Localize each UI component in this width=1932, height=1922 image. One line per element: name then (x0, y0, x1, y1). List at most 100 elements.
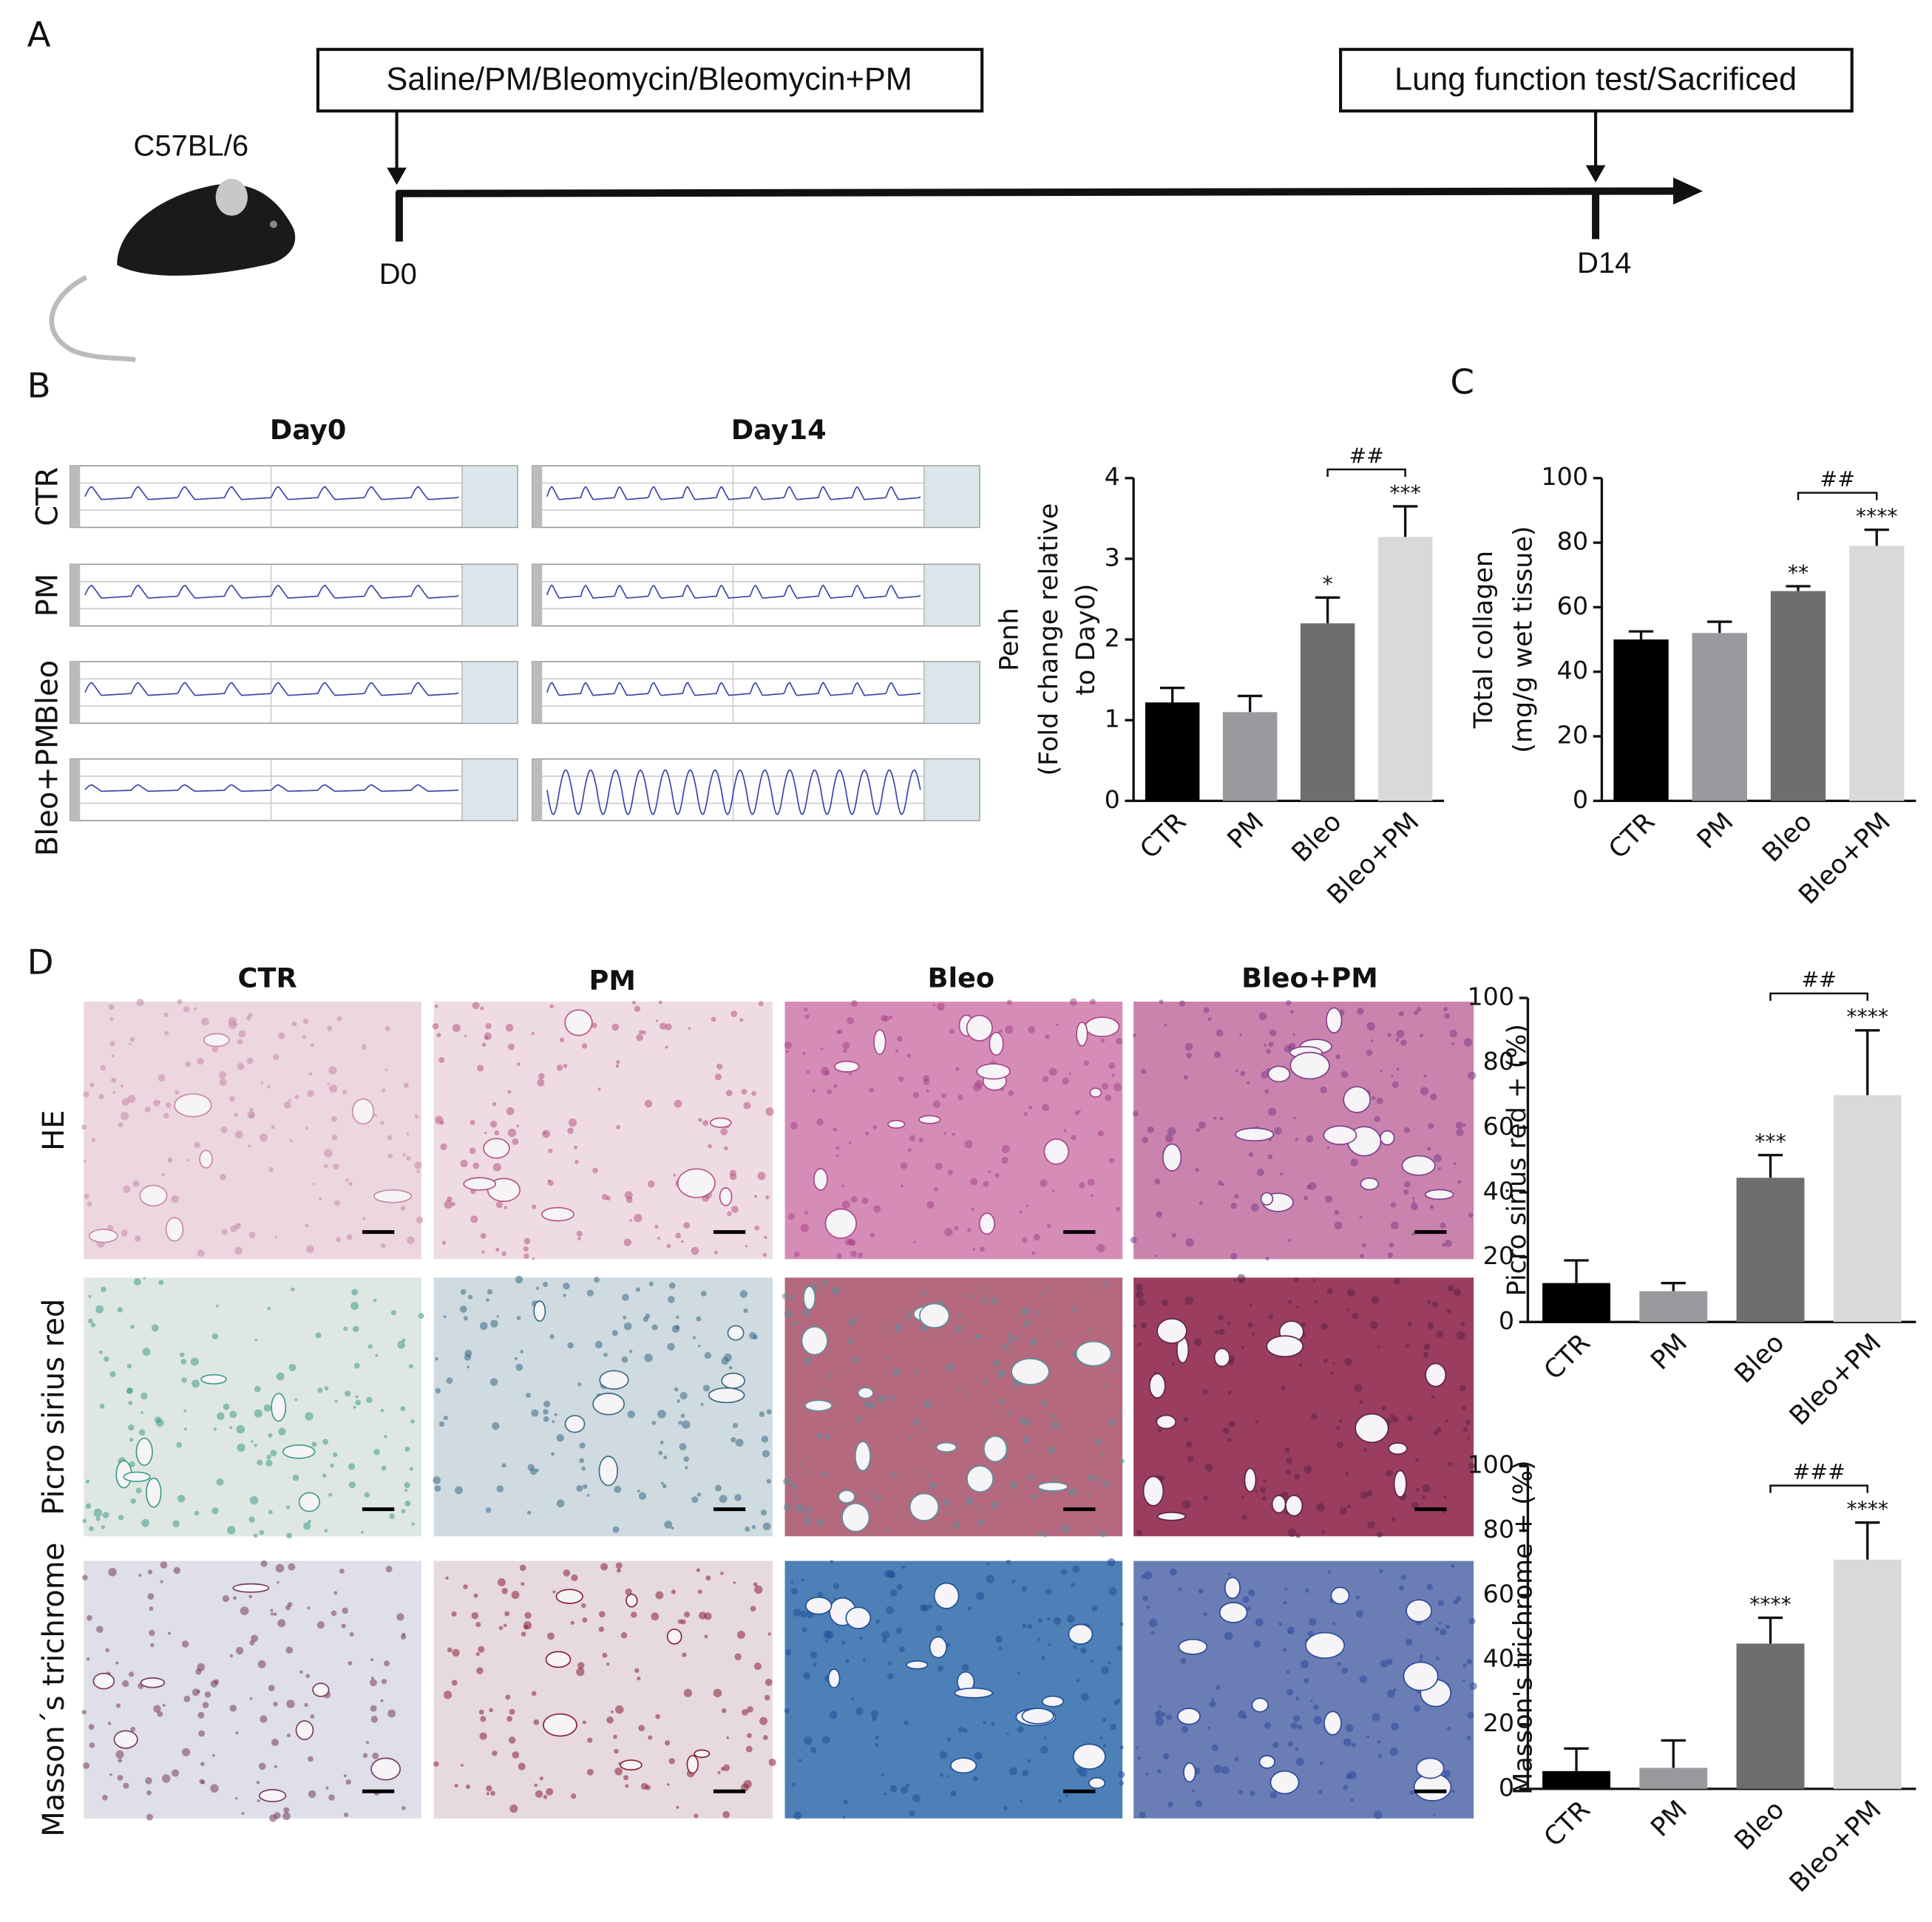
tissue-dot (824, 1070, 830, 1076)
bar (1145, 702, 1200, 801)
tissue-dot (827, 1372, 833, 1379)
tissue-dot (1446, 1726, 1451, 1731)
airspace (232, 1583, 270, 1593)
tissue-dot (847, 1319, 855, 1326)
tissue-dot (964, 1497, 974, 1506)
airspace (545, 1651, 572, 1668)
tissue-dot (1156, 1768, 1162, 1773)
tissue-dot (1087, 1178, 1095, 1186)
tissue-dot (644, 1354, 653, 1362)
tissue-dot (1411, 1501, 1419, 1510)
tissue-dot (355, 1399, 361, 1406)
x-tick-label: PM (1222, 807, 1270, 855)
tissue-dot (480, 1006, 484, 1011)
tissue-dot (586, 1494, 590, 1497)
tissue-dot (1033, 1234, 1040, 1241)
tissue-dot (1061, 1524, 1069, 1532)
tissue-dot (254, 1409, 262, 1418)
tissue-dot (1094, 1438, 1102, 1446)
tissue-dot (109, 1041, 115, 1047)
bar (1849, 546, 1905, 801)
trace-frame (532, 758, 980, 821)
tissue-dot (308, 1072, 313, 1076)
tissue-dot (957, 1726, 963, 1733)
tissue-dot (1100, 1453, 1104, 1458)
tissue-dot (489, 1708, 493, 1713)
tissue-dot (322, 1473, 327, 1478)
tissue-dot (1309, 1618, 1317, 1626)
tissue-dot (586, 1289, 594, 1297)
tissue-dot (355, 1395, 359, 1399)
tissue-dot (567, 1127, 574, 1134)
tissue-dot (486, 1298, 489, 1302)
tissue-dot (1295, 1533, 1301, 1538)
tissue-dot (579, 1442, 586, 1449)
tissue-dot (898, 1076, 904, 1082)
tissue-dot (1359, 1675, 1367, 1683)
tissue-dot (1068, 1072, 1071, 1075)
tissue-dot (443, 1691, 453, 1699)
tissue-dot (1180, 1657, 1187, 1664)
tissue-dot (733, 1581, 736, 1584)
tissue-dot (311, 1442, 317, 1447)
tissue-dot (952, 1133, 955, 1136)
tissue-dot (1281, 1386, 1286, 1390)
tissue-dot (343, 1812, 349, 1818)
tissue-dot (416, 1216, 424, 1224)
tissue-dot (990, 1297, 998, 1305)
y-axis-label: Total collagen (1469, 551, 1499, 729)
row-label: Bleo (31, 660, 65, 725)
tissue-dot (404, 1446, 410, 1452)
tissue-dot (994, 1172, 1000, 1178)
tissue-dot (362, 1217, 366, 1220)
tissue-dot (324, 1386, 329, 1390)
tissue-dot (804, 1014, 810, 1019)
tissue-dot (1182, 1500, 1191, 1509)
y-tick-label: 80 (1483, 1515, 1514, 1544)
tissue-dot (765, 1195, 770, 1200)
tissue-dot (333, 1452, 338, 1458)
tissue-dot (523, 1624, 529, 1630)
tissue-dot (1031, 1493, 1037, 1500)
tissue-dot (598, 1611, 606, 1618)
tissue-dot (665, 1045, 668, 1049)
tissue-dot (1366, 1735, 1370, 1739)
tissue-dot (745, 1527, 750, 1532)
tissue-dot (330, 1463, 334, 1468)
tissue-dot (824, 1639, 829, 1643)
tissue-dot (521, 1582, 525, 1586)
trace-side (461, 465, 518, 528)
tissue-dot (539, 1776, 543, 1781)
tissue-dot (519, 1564, 526, 1572)
tissue-dot (972, 1776, 978, 1782)
tissue-dot (1412, 1201, 1415, 1203)
tissue-dot (1046, 1331, 1050, 1334)
tissue-dot (1334, 1221, 1343, 1230)
tissue-dot (489, 1120, 498, 1128)
tissue-dot (721, 1356, 729, 1365)
tissue-dot (831, 1286, 841, 1295)
tissue-dot (471, 1612, 479, 1620)
x-tick-label: PM (1645, 1328, 1693, 1376)
airspace (1178, 1638, 1208, 1655)
tissue-dot (343, 1774, 347, 1778)
tissue-dot (1321, 1322, 1328, 1330)
tissue-dot (331, 1610, 337, 1617)
tissue-dot (432, 1023, 439, 1030)
tissue-dot (304, 1702, 308, 1708)
tissue-dot (373, 1448, 380, 1456)
tissue-dot (1304, 1465, 1312, 1474)
tissue-dot (762, 1735, 768, 1740)
tissue-dot (1437, 1600, 1444, 1606)
tissue-dot (1041, 1655, 1045, 1660)
micrograph (1130, 999, 1477, 1261)
airspace (954, 1687, 993, 1699)
tissue-dot (912, 1794, 921, 1803)
tissue-dot (623, 1322, 632, 1331)
tissue-dot (1026, 1419, 1032, 1426)
tissue-dot (111, 1077, 117, 1083)
tissue-dot (523, 1237, 531, 1245)
tissue-dot (1387, 1252, 1393, 1258)
tissue-dot (1116, 1646, 1122, 1651)
tissue-dot (654, 1224, 659, 1229)
